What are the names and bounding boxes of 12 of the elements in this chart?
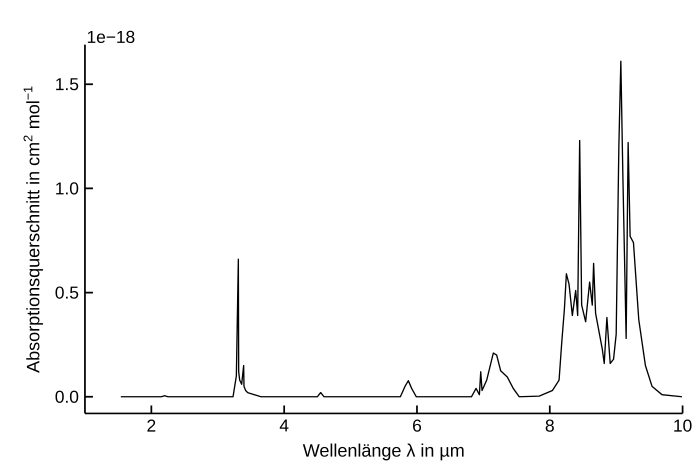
x-axis-title: Wellenlänge λ in µm [302, 444, 464, 460]
y-tick-label: 1.5 [56, 78, 78, 90]
y-axis-title: Absorptionsquerschnitt in cm$^{2}$ mol$^{−1}$ [24, 86, 44, 373]
x-tick-label: 10 [674, 419, 692, 432]
x-tick-label: 6 [413, 419, 422, 432]
y-tick-label: 0.5 [56, 286, 78, 299]
text: 1e−18 [88, 30, 134, 43]
x-tick-label: 8 [546, 419, 554, 432]
x-tick-label: 2 [147, 419, 156, 432]
x-tick-label: 4 [280, 419, 288, 432]
y-tick-label: 0.0 [56, 390, 78, 403]
y-tick-label: 1.0 [56, 182, 78, 194]
